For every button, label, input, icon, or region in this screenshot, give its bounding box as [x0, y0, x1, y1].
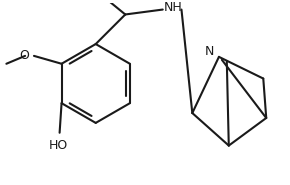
Text: O: O	[19, 49, 29, 62]
Text: N: N	[204, 46, 214, 58]
Text: HO: HO	[49, 139, 68, 152]
Text: NH: NH	[164, 1, 182, 14]
